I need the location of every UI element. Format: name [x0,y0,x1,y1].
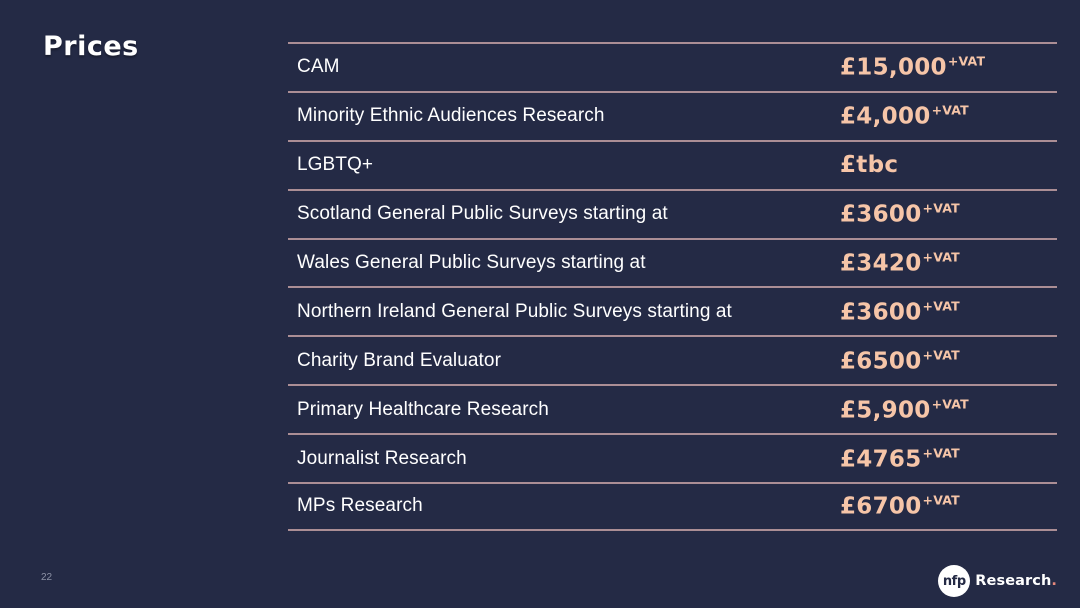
price-value: £6700+VAT [840,493,960,520]
price-value: £3600+VAT [840,298,960,325]
price-value: £3420+VAT [840,250,960,277]
price-value: £3600+VAT [840,201,960,228]
price-value: £15,000+VAT [840,54,985,81]
table-row: LGBTQ+ £tbc [288,139,1057,189]
service-label: CAM [297,56,340,78]
table-row: CAM £15,000+VAT [288,42,1057,91]
price-amount: £4,000 [840,103,931,130]
price-value: £tbc [840,152,898,178]
table-row: Northern Ireland General Public Surveys … [288,286,1057,335]
service-label: Primary Healthcare Research [297,398,549,420]
vat-superscript: +VAT [922,492,960,508]
table-row: Scotland General Public Surveys starting… [288,188,1057,238]
vat-superscript: +VAT [922,298,960,314]
price-amount: £6500 [840,348,922,375]
price-table: CAM £15,000+VAT Minority Ethnic Audiences … [288,42,1057,531]
service-label: Wales General Public Surveys starting at [297,252,646,273]
service-label: Scotland General Public Surveys starting… [297,203,668,225]
page-number: 22 [41,572,53,583]
service-label: MPs Research [297,495,423,517]
table-row: MPs Research £6700+VAT [288,482,1057,531]
logo-wordmark: Research [975,573,1052,589]
vat-superscript: +VAT [947,53,986,69]
table-row: Charity Brand Evaluator £6500+VAT [288,335,1057,384]
table-row: Wales General Public Surveys starting at… [288,237,1057,287]
vat-superscript: +VAT [922,445,960,461]
table-row: Minority Ethnic Audiences Research £4,000… [288,90,1057,140]
table-row: Journalist Research £4765+VAT [288,433,1057,482]
price-value: £5,900+VAT [840,396,969,423]
price-value: £6500+VAT [840,347,960,374]
table-row: Primary Healthcare Research £5,900+VAT [288,384,1057,433]
vat-superscript: +VAT [931,102,969,118]
price-amount: £tbc [840,152,899,179]
price-amount: £3600 [840,299,922,326]
service-label: Charity Brand Evaluator [297,349,502,371]
price-amount: £15,000 [840,54,947,81]
nfp-logo-icon: nfp [938,565,971,597]
service-label: Journalist Research [297,447,467,469]
vat-superscript: +VAT [931,396,969,412]
logo-period: . [1051,573,1057,589]
price-amount: £4765 [840,446,922,473]
service-label: Northern Ireland General Public Surveys … [297,300,732,322]
price-value: £4765+VAT [840,445,960,472]
vat-superscript: +VAT [922,200,960,216]
page-title: Prices [43,31,139,62]
service-label: LGBTQ+ [297,154,374,176]
price-amount: £3600 [840,201,922,228]
price-value: £4,000+VAT [840,103,969,130]
nfp-research-logo: nfp Research. [938,565,1057,597]
service-label: Minority Ethnic Audiences Research [297,105,605,127]
price-amount: £5,900 [840,397,931,424]
logo-text: Research. [975,573,1057,589]
price-amount: £3420 [840,250,922,277]
price-amount: £6700 [840,493,922,520]
vat-superscript: +VAT [922,249,960,265]
vat-superscript: +VAT [922,347,960,363]
